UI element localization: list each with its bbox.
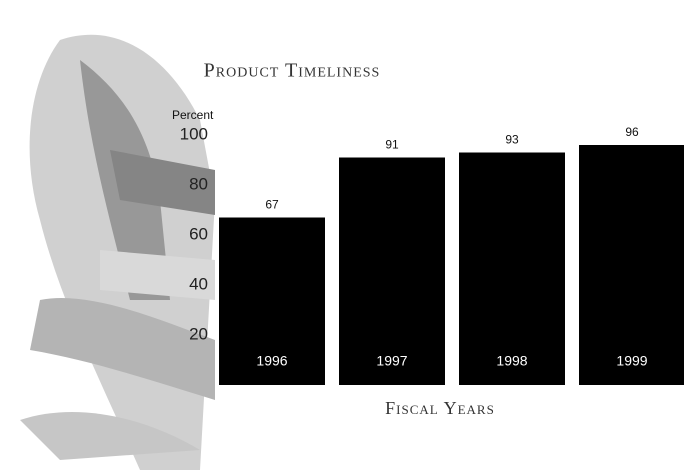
x-tick-label: 1998 — [496, 353, 527, 369]
bar — [219, 217, 325, 385]
x-tick-label: 1996 — [256, 353, 287, 369]
y-tick-label: 40 — [189, 274, 208, 293]
y-tick-label: 60 — [189, 224, 208, 243]
bar — [459, 152, 565, 385]
x-tick-label: 1999 — [616, 353, 647, 369]
value-label: 96 — [625, 125, 639, 139]
chart-title: Product Timeliness — [204, 60, 381, 82]
bar — [339, 157, 445, 385]
y-tick-label: 20 — [189, 324, 208, 343]
y-tick-label: 80 — [189, 174, 208, 193]
x-axis-label: Fiscal Years — [385, 398, 495, 418]
y-tick-label: 100 — [180, 124, 208, 143]
background-decoration — [20, 34, 215, 470]
value-label: 67 — [265, 198, 279, 212]
value-label: 91 — [385, 138, 399, 152]
bar — [579, 145, 684, 385]
x-tick-label: 1997 — [376, 353, 407, 369]
y-axis-label: Percent — [172, 108, 214, 122]
value-label: 93 — [505, 133, 519, 147]
